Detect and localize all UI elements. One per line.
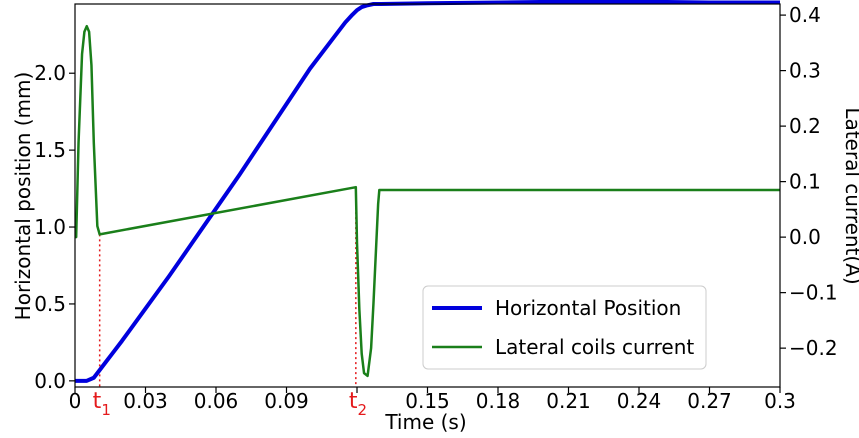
left-y-tick-label: 0.5 [34, 292, 66, 316]
left-y-axis-title: Horizontal position (mm) [11, 72, 35, 321]
x-tick-label: 0.03 [123, 389, 168, 413]
series-line-lateral-coils-current [74, 24, 780, 378]
left-y-axis-ticks: 0.0 0.5 1.0 1.5 2.0 [34, 61, 75, 393]
series-lines [74, 0, 780, 383]
legend-label-horizontal-position: Horizontal Position [495, 296, 681, 320]
legend-box [422, 285, 707, 370]
x-tick-label: 0.21 [546, 389, 591, 413]
right-y-tick-label: 0.2 [789, 114, 821, 138]
x-tick-label: 0.27 [687, 389, 732, 413]
right-y-tick-label: 0.4 [789, 3, 821, 27]
x-tick-label: 0.3 [764, 389, 796, 413]
x-axis-ticks: 0 0.03 0.06 0.09 0.15 0.18 0.21 0.24 0.27 0.3 [69, 387, 796, 413]
left-y-tick-label: 0.0 [34, 369, 66, 393]
right-y-axis-ticks: 0.4 0.3 0.2 0.1 0.0 −0.1 −0.2 [780, 3, 838, 360]
annotation-label-t1: t1 [93, 389, 111, 419]
annotation-lines [98, 187, 357, 387]
legend-label-lateral-coils-current: Lateral coils current [495, 335, 694, 359]
left-y-tick-label: 2.0 [34, 61, 66, 85]
right-y-tick-label: 0.0 [789, 225, 821, 249]
x-tick-label: 0.15 [405, 389, 450, 413]
right-y-tick-label: −0.2 [789, 336, 838, 360]
right-y-tick-label: 0.3 [789, 59, 821, 83]
x-tick-label: 0 [69, 389, 82, 413]
annotation-label-t2: t2 [349, 389, 367, 419]
series-line-horizontal-position [75, 0, 780, 383]
x-tick-label: 0.09 [264, 389, 309, 413]
left-y-tick-label: 1.5 [34, 138, 66, 162]
x-tick-label: 0.24 [617, 389, 662, 413]
right-y-tick-label: −0.1 [789, 281, 838, 305]
left-y-tick-label: 1.0 [34, 215, 66, 239]
right-y-axis-title: Lateral current(A) [841, 107, 859, 284]
x-axis-title: Time (s) [384, 410, 466, 434]
legend: Horizontal Position Lateral coils curren… [422, 285, 707, 370]
x-tick-label: 0.18 [476, 389, 521, 413]
right-y-tick-label: 0.1 [789, 170, 821, 194]
x-tick-label: 0.06 [194, 389, 239, 413]
